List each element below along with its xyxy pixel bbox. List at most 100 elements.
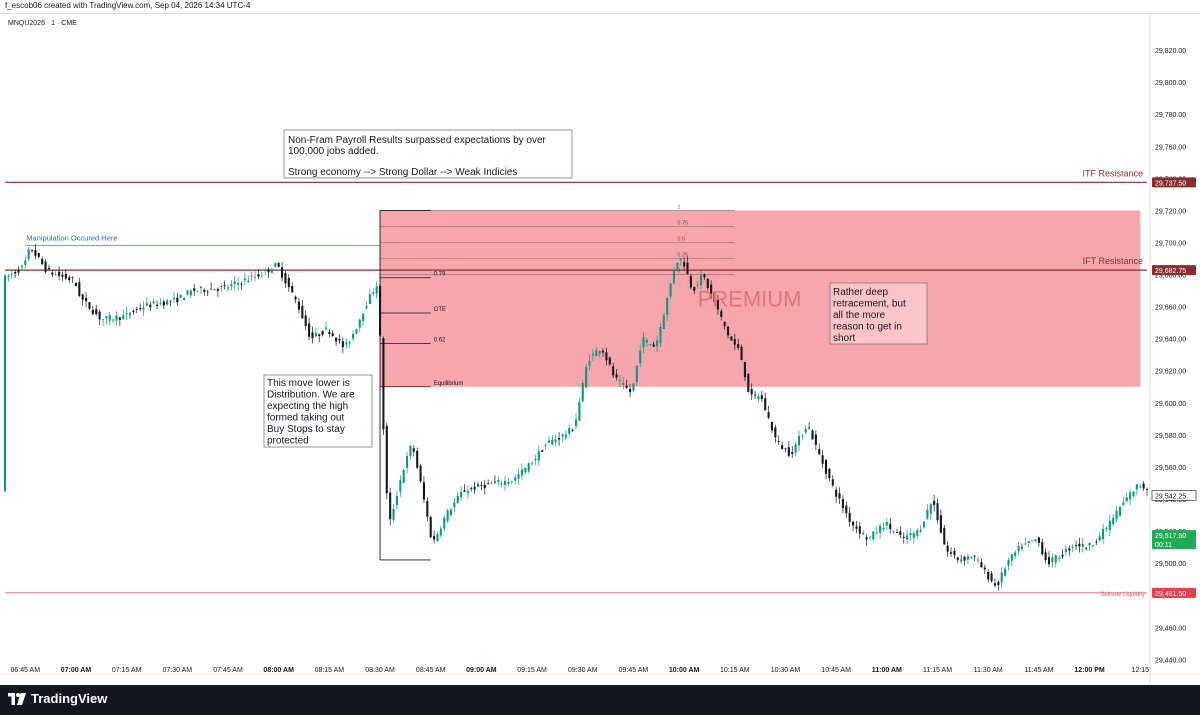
candle-body — [54, 274, 57, 275]
candle-body — [902, 536, 905, 539]
candle-body — [368, 294, 371, 305]
price-tick-label: 29,680.00 — [1155, 273, 1186, 280]
candle-body — [993, 583, 997, 586]
retracement-note-line: all the more — [833, 310, 886, 321]
candle-body — [639, 350, 642, 364]
candle-body — [503, 480, 507, 485]
candle-body — [74, 283, 78, 286]
candle-body — [578, 401, 581, 421]
fib-label-left: OTE — [434, 307, 446, 313]
candles — [3, 244, 1149, 591]
candle-body — [585, 367, 588, 388]
candle-body — [737, 344, 740, 348]
candle-body — [949, 552, 953, 554]
candle-body — [1017, 545, 1020, 552]
candle-body — [645, 340, 649, 343]
candle-body — [118, 317, 121, 320]
candle-body — [105, 316, 108, 319]
candle-body — [466, 490, 469, 494]
credit-bar: f_escob06 created with TradingView.com, … — [0, 0, 1200, 14]
candle-body — [260, 275, 263, 277]
candle-body — [7, 275, 10, 277]
candle-body — [544, 445, 547, 447]
candle-body — [247, 280, 250, 283]
candle-body — [233, 281, 236, 284]
candle-body — [95, 309, 98, 315]
candle-body — [331, 333, 334, 336]
price-chart[interactable]: MNQU2026 · 1 · CME ITF Resistance IFT Resi… — [0, 13, 1200, 685]
candle-body — [784, 448, 787, 450]
candle-body — [17, 270, 20, 273]
candle-body — [412, 448, 415, 452]
candle-body — [527, 463, 530, 472]
fib-label-right: 0.5 — [677, 236, 685, 242]
candle-body — [936, 503, 939, 521]
candle-body — [679, 258, 682, 261]
candle-body — [1145, 489, 1149, 490]
candle-body — [781, 445, 784, 449]
time-tick-label: 08:00 AM — [263, 667, 294, 674]
premium-label: PREMIUM — [698, 287, 802, 312]
time-tick-label: 10:15 AM — [720, 667, 750, 674]
candle-body — [1075, 545, 1078, 547]
candle-body — [750, 389, 753, 395]
candle-body — [335, 337, 338, 342]
premium-zone — [380, 210, 1141, 387]
candle-body — [1108, 520, 1111, 530]
candle-body — [933, 500, 936, 506]
candle-body — [500, 483, 503, 485]
candle-body — [399, 480, 402, 492]
candle-body — [534, 458, 537, 460]
candle-body — [1122, 502, 1125, 506]
candle-body — [574, 419, 578, 427]
time-tick-label: 08:15 AM — [315, 667, 345, 674]
candle-body — [777, 441, 780, 443]
candle-body — [1132, 491, 1135, 497]
candle-body — [446, 510, 449, 522]
candle-body — [460, 491, 463, 498]
candle-body — [433, 536, 436, 540]
last-price-tag: 29,517.50 — [1155, 533, 1186, 540]
candle-body — [183, 297, 186, 300]
candle-body — [713, 292, 716, 303]
nfp-note-line3: Strong economy --> Strong Dollar --> Wea… — [288, 167, 517, 178]
candle-body — [64, 273, 67, 279]
tradingview-logo-icon — [8, 692, 26, 705]
candle-body — [852, 521, 855, 526]
candle-body — [51, 272, 54, 275]
tradingview-logo[interactable]: TradingView — [8, 691, 107, 706]
candle-body — [1098, 536, 1101, 541]
candle-body — [1007, 560, 1010, 566]
candle-body — [47, 267, 50, 270]
candle-body — [470, 488, 473, 489]
candle-body — [372, 292, 375, 294]
retracement-note-line: short — [833, 333, 855, 344]
time-tick-label: 07:15 AM — [112, 667, 142, 674]
candle-body — [824, 460, 828, 474]
candle-body — [835, 489, 838, 497]
candle-body — [284, 272, 287, 284]
candle-body — [1000, 572, 1003, 583]
candle-body — [632, 383, 635, 391]
candle-body — [196, 290, 199, 292]
distribution-note-line: This move lower is — [267, 378, 350, 389]
candle-body — [24, 260, 27, 265]
candle-body — [906, 535, 909, 540]
candle-body — [149, 304, 152, 308]
candle-body — [774, 427, 777, 438]
candle-body — [970, 556, 973, 558]
candle-body — [294, 296, 297, 300]
candle-body — [1014, 552, 1017, 557]
candle-body — [456, 495, 459, 504]
candle-body — [304, 315, 307, 327]
chart-area[interactable]: MNQU2026 · 1 · CME ITF Resistance IFT Resi… — [0, 13, 1200, 685]
candle-body — [483, 484, 486, 489]
candle-body — [3, 275, 7, 491]
candle-body — [490, 483, 493, 485]
candle-body — [274, 263, 277, 267]
candle-body — [37, 253, 40, 257]
price-tick-label: 29,620.00 — [1155, 369, 1186, 376]
candle-body — [983, 567, 986, 570]
price-tick-label: 29,800.00 — [1155, 80, 1186, 87]
candle-body — [436, 534, 439, 542]
